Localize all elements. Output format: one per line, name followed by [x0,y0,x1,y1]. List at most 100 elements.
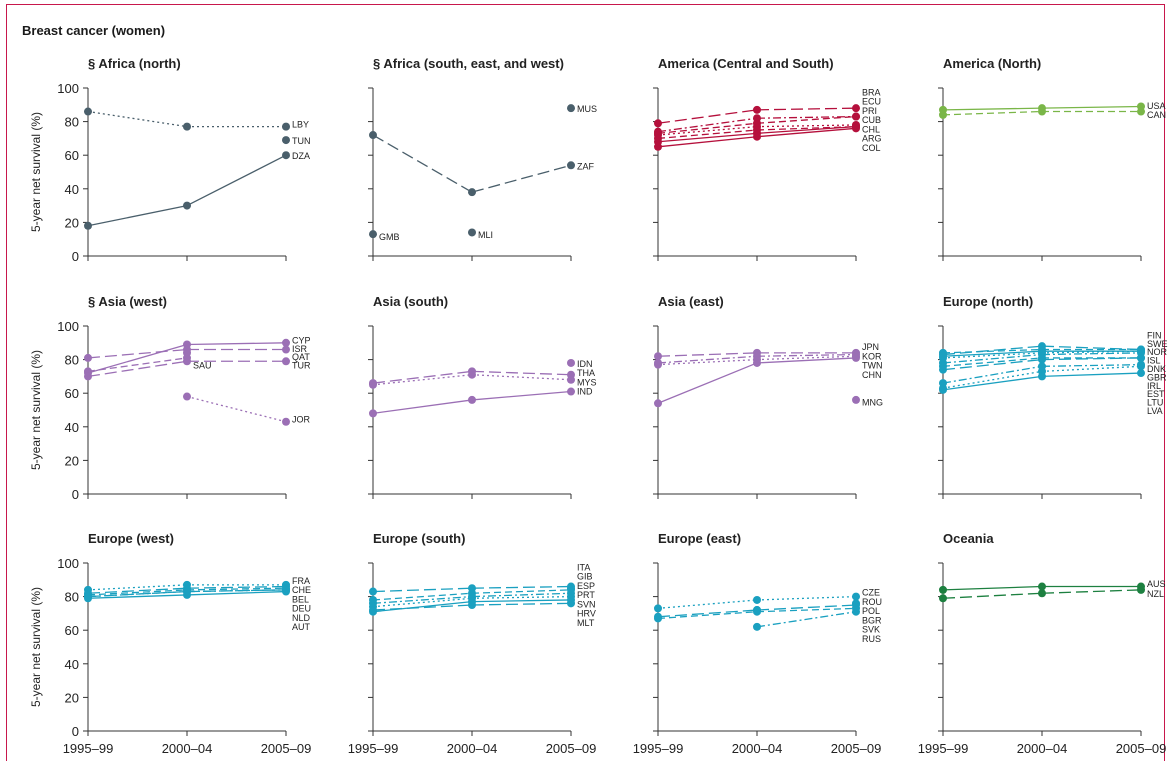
data-point-jpn [654,352,662,361]
data-point-tun [282,136,290,145]
y-tick-label: 80 [65,353,79,368]
y-tick-label: 100 [57,556,79,571]
figure-frame [6,4,1165,761]
data-point-jor [183,392,191,401]
data-point-twn [654,360,662,369]
series-line-est [1041,363,1142,367]
series-line-lva [1041,372,1142,378]
y-tick-label: 40 [65,657,79,672]
series-line-isl [1041,350,1142,354]
data-point-mys [369,380,377,389]
series-label-nzl: NZL [1147,589,1164,599]
series-line-dza [87,204,188,227]
series-label-ltu: LTU [1147,398,1163,408]
series-label-mus: MUS [577,104,597,114]
series-line-prt [372,595,473,604]
data-point-svk [753,622,761,631]
data-point-ind [468,395,476,404]
x-tick-label: 2000–04 [1017,741,1068,756]
series-label-mli: MLI [478,230,493,240]
series-label-usa: USA [1147,101,1166,111]
figure-title: Breast cancer (women) [22,23,166,38]
series-line-bra [756,107,857,111]
data-point-mys [567,375,575,384]
series-label-aut: AUT [292,622,311,632]
series-label-dnk: DNK [1147,364,1166,374]
series-label-jor: JOR [292,414,311,424]
data-point-chn [852,353,860,362]
x-tick-label: 1995–99 [633,741,684,756]
series-line-bra [657,109,758,124]
data-point-zaf [369,131,377,140]
series-line-cyp [87,343,188,374]
data-point-ita [369,587,377,596]
series-label-pol: POL [862,606,880,616]
series-line-jpn [657,352,758,357]
data-point-tur [84,372,92,381]
data-point-col [654,142,662,151]
x-tick-label: 2000–04 [447,741,498,756]
series-line-nzl [942,592,1043,599]
series-label-mng: MNG [862,398,883,408]
panel-title: Europe (east) [658,531,741,546]
series-label-ind: IND [577,387,593,397]
series-label-dza: DZA [292,151,310,161]
series-label-cze: CZE [862,588,880,598]
series-line-cyp [186,342,287,346]
series-label-can: CAN [1147,110,1166,120]
x-tick-label: 2000–04 [732,741,783,756]
series-line-jor [186,395,287,423]
series-line-twn [756,355,857,361]
series-line-bel [87,589,188,596]
series-line-deu [186,589,287,593]
series-label-ecu: ECU [862,97,881,107]
series-line-mys [471,374,572,381]
series-line-nor [942,350,1043,357]
data-point-tur [183,357,191,366]
y-tick-label: 80 [65,590,79,605]
data-point-ind [567,387,575,396]
series-label-irl: IRL [1147,381,1161,391]
data-point-dza [282,151,290,160]
series-label-chn: CHN [862,370,882,380]
series-line-esp [372,592,473,601]
panel-title: Europe (south) [373,531,465,546]
series-line-dnk [1041,352,1142,356]
data-point-mus [567,104,575,113]
series-label-bel: BEL [292,594,309,604]
y-tick-label: 100 [57,81,79,96]
series-label-lby: LBY [292,119,309,129]
series-label-nld: NLD [292,613,311,623]
data-point-gmb [369,230,377,239]
series-line-che [186,585,287,589]
series-label-col: COL [862,143,881,153]
series-line-can [942,110,1043,116]
y-tick-label: 0 [72,487,79,502]
series-line-hrv [471,599,572,603]
x-tick-label: 2005–09 [261,741,312,756]
series-line-deu [87,590,188,598]
series-label-idn: IDN [577,359,593,369]
series-label-cub: CUB [862,115,881,125]
data-point-nzl [939,594,947,603]
x-tick-label: 1995–99 [348,741,399,756]
series-line-cze [756,595,857,601]
series-label-pri: PRI [862,106,877,116]
data-point-mlt [468,601,476,609]
data-point-lva [1038,372,1046,381]
panel-title: Asia (south) [373,294,448,309]
series-label-chl: CHL [862,124,880,134]
series-line-pol [657,609,758,618]
panel-title: America (North) [943,56,1041,71]
series-label-cyp: CYP [292,335,311,345]
data-point-zaf [567,161,575,170]
series-line-arg [756,125,857,135]
y-tick-label: 20 [65,690,79,705]
data-point-irl [1137,353,1145,362]
series-line-ita [372,587,473,593]
series-label-kor: KOR [862,351,882,361]
data-point-bra [654,119,662,128]
series-label-jpn: JPN [862,342,879,352]
series-label-isr: ISR [292,344,308,354]
